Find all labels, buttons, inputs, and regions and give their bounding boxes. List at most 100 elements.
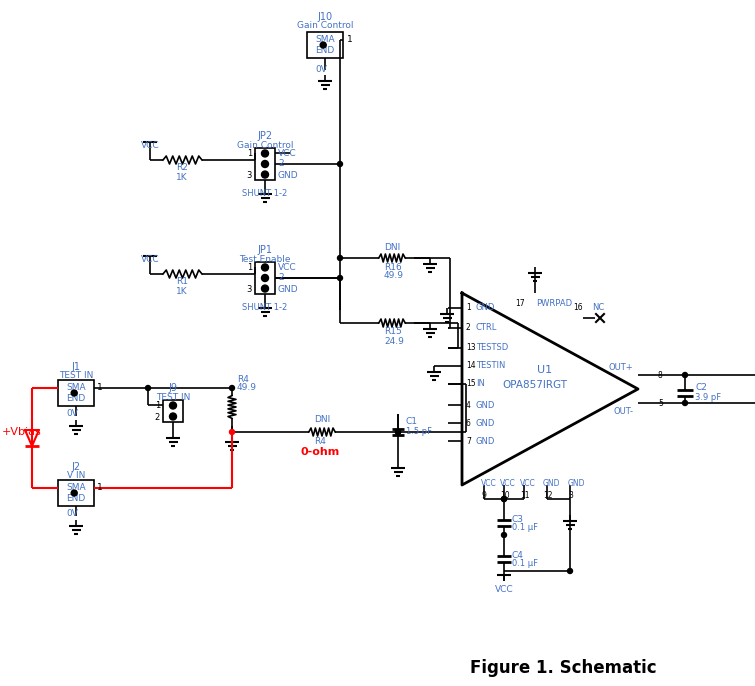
- Bar: [255, 148, 275, 180]
- Circle shape: [261, 274, 269, 281]
- Text: VCC: VCC: [500, 479, 516, 488]
- Text: 0V: 0V: [66, 510, 78, 519]
- Bar: [58, 480, 94, 506]
- Text: 2: 2: [278, 160, 284, 169]
- Text: END: END: [316, 46, 334, 55]
- Text: 2: 2: [466, 324, 471, 333]
- Text: 0V: 0V: [315, 65, 327, 75]
- Text: 12: 12: [543, 490, 553, 499]
- Text: IN: IN: [476, 379, 485, 388]
- Text: SHUNT 1-2: SHUNT 1-2: [242, 189, 288, 198]
- Text: 1: 1: [97, 383, 103, 392]
- Text: OUT+: OUT+: [609, 362, 633, 372]
- Circle shape: [261, 285, 269, 292]
- Text: R15: R15: [384, 327, 402, 337]
- Text: GND: GND: [476, 418, 495, 427]
- Text: SMA: SMA: [66, 483, 86, 492]
- Text: 6: 6: [466, 418, 471, 427]
- Text: 1: 1: [97, 484, 103, 493]
- Text: R4: R4: [237, 375, 249, 384]
- Circle shape: [230, 429, 235, 434]
- Text: R2: R2: [176, 163, 188, 172]
- Text: END: END: [66, 394, 85, 403]
- Bar: [163, 400, 183, 422]
- Bar: [58, 380, 94, 406]
- Text: R4: R4: [314, 438, 326, 447]
- Text: SHUNT 1-2: SHUNT 1-2: [242, 303, 288, 313]
- Text: VCC: VCC: [278, 148, 297, 158]
- Text: 15: 15: [466, 379, 476, 388]
- Text: 1: 1: [466, 303, 471, 313]
- Circle shape: [337, 161, 343, 167]
- Text: 2: 2: [278, 274, 284, 283]
- Text: GND: GND: [476, 436, 495, 445]
- Text: CTRL: CTRL: [476, 324, 498, 333]
- Text: R1: R1: [176, 278, 188, 287]
- Text: VCC: VCC: [520, 479, 536, 488]
- Text: 16: 16: [573, 303, 583, 313]
- Text: Test Enable: Test Enable: [239, 255, 291, 263]
- Text: +Vbias: +Vbias: [2, 427, 42, 437]
- Circle shape: [261, 161, 269, 167]
- Text: 2: 2: [155, 412, 160, 421]
- Text: 1.5 pF: 1.5 pF: [406, 427, 432, 436]
- Text: TESTSD: TESTSD: [476, 344, 508, 353]
- Text: TEST IN: TEST IN: [156, 392, 190, 401]
- Text: 1K: 1K: [176, 172, 188, 182]
- Bar: [255, 262, 275, 294]
- Text: 3: 3: [247, 171, 252, 180]
- Text: 0.1 μF: 0.1 μF: [512, 560, 538, 569]
- Circle shape: [261, 264, 269, 271]
- Text: Figure 1. Schematic: Figure 1. Schematic: [470, 659, 656, 677]
- Text: 17: 17: [515, 298, 525, 307]
- Text: 1: 1: [347, 36, 353, 45]
- Circle shape: [501, 497, 507, 501]
- Text: SMA: SMA: [66, 383, 86, 392]
- Text: 10: 10: [500, 490, 510, 499]
- Text: J2: J2: [72, 462, 81, 472]
- Text: GND: GND: [568, 479, 585, 488]
- Text: GND: GND: [278, 171, 299, 180]
- Circle shape: [396, 429, 400, 434]
- Text: 8: 8: [658, 370, 663, 379]
- Text: J9: J9: [168, 383, 177, 393]
- Text: 14: 14: [466, 362, 476, 370]
- Text: 0V: 0V: [66, 410, 78, 418]
- Text: 7: 7: [466, 436, 471, 445]
- Circle shape: [261, 150, 269, 157]
- Text: VCC: VCC: [140, 141, 159, 150]
- Text: J1: J1: [72, 362, 81, 372]
- Text: 1: 1: [247, 263, 252, 272]
- Text: C1: C1: [406, 418, 418, 427]
- Text: TEST IN: TEST IN: [59, 372, 93, 381]
- Text: R16: R16: [384, 263, 402, 272]
- Text: VCC: VCC: [481, 479, 497, 488]
- Circle shape: [501, 497, 507, 501]
- Text: 5: 5: [658, 399, 663, 407]
- Text: 3: 3: [568, 490, 573, 499]
- Circle shape: [320, 42, 326, 48]
- Text: GND: GND: [278, 285, 299, 294]
- Text: JP2: JP2: [257, 131, 273, 141]
- Text: 1: 1: [155, 401, 160, 410]
- Circle shape: [337, 276, 343, 281]
- Circle shape: [170, 413, 177, 420]
- Circle shape: [261, 171, 269, 178]
- Text: 0-ohm: 0-ohm: [300, 447, 340, 457]
- Text: Gain Control: Gain Control: [297, 21, 353, 30]
- Text: V IN: V IN: [66, 471, 85, 480]
- Text: Gain Control: Gain Control: [237, 141, 293, 150]
- Circle shape: [683, 372, 688, 377]
- Text: GND: GND: [476, 303, 495, 313]
- Text: 49.9: 49.9: [384, 272, 404, 281]
- Text: C4: C4: [512, 550, 524, 560]
- Text: 49.9: 49.9: [237, 383, 257, 392]
- Text: 9: 9: [481, 490, 486, 499]
- Text: DNI: DNI: [314, 414, 330, 423]
- Text: VCC: VCC: [495, 584, 513, 593]
- Text: PWRPAD: PWRPAD: [536, 298, 572, 307]
- Text: VCC: VCC: [278, 263, 297, 272]
- Circle shape: [501, 532, 507, 538]
- Circle shape: [396, 429, 400, 434]
- Text: VCC: VCC: [140, 255, 159, 263]
